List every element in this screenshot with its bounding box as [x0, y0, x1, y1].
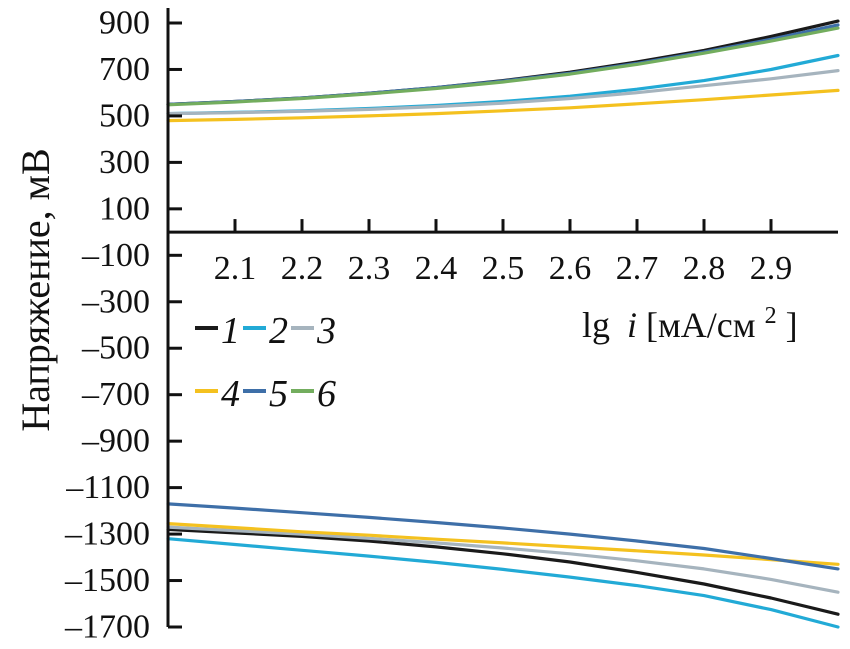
x-axis-label-sup: 2 — [765, 303, 777, 329]
x-axis-label-close: ] — [786, 305, 798, 345]
series-6-anodic-line — [166, 26, 840, 107]
series-5-cathodic-line — [166, 502, 840, 571]
y-tick-label: –1500 — [64, 562, 150, 599]
series-2-anodic-line — [166, 53, 840, 116]
axes-layer — [166, 8, 838, 629]
x-tick-label: 2.5 — [482, 250, 525, 287]
y-tick-label: 100 — [99, 190, 150, 227]
series-4-anodic-line — [166, 88, 840, 123]
y-axis-label: Напряжение, мВ — [13, 148, 58, 431]
series-1-anodic-line — [166, 19, 840, 106]
series-2-cathodic-line — [166, 537, 840, 629]
y-tick-label: –1300 — [64, 516, 150, 553]
x-tick-label: 2.1 — [214, 250, 257, 287]
y-tick-label: 300 — [99, 144, 150, 181]
x-tick-label: 2.7 — [616, 250, 659, 287]
series-3-anodic-line — [166, 69, 840, 116]
y-tick-labels: 900 700 500 300 100 –100 –300 –500 –700 –900 –1100… — [64, 5, 150, 646]
y-tick-label: –300 — [81, 283, 150, 320]
curves-layer — [166, 19, 840, 629]
x-tick-label: 2.9 — [750, 250, 793, 287]
x-tick-labels: 2.1 2.2 2.3 2.4 2.5 2.6 2.7 2.8 2.9 — [214, 250, 793, 287]
y-tick-label: 700 — [99, 51, 150, 88]
x-tick-label: 2.3 — [348, 250, 391, 287]
y-tick-label: –1100 — [65, 469, 150, 506]
x-tick-label: 2.2 — [281, 250, 324, 287]
legend-label-3: 3 — [316, 310, 336, 352]
x-tick-label: 2.6 — [549, 250, 592, 287]
x-tick-label: 2.8 — [683, 250, 726, 287]
y-tick-label: 500 — [99, 97, 150, 134]
y-tick-label: –1700 — [64, 609, 150, 646]
x-axis-label-prefix: lg — [582, 305, 610, 345]
series-4-cathodic-line — [166, 522, 840, 566]
series-3-cathodic-line — [166, 525, 840, 594]
legend-label-2: 2 — [269, 310, 288, 352]
x-tick-label: 2.4 — [415, 250, 458, 287]
legend-label-5: 5 — [269, 373, 288, 415]
x-axis-label-unit: [мА/см — [646, 305, 756, 345]
legend-label-4: 4 — [221, 373, 240, 415]
y-tick-label: –500 — [81, 330, 150, 367]
y-tick-label: –100 — [81, 237, 150, 274]
y-tick-label: –900 — [81, 423, 150, 460]
legend: 1 2 3 4 5 6 — [195, 310, 336, 415]
series-1-cathodic-line — [166, 527, 840, 616]
y-tick-label: 900 — [99, 5, 150, 42]
y-tick-label: –700 — [81, 376, 150, 413]
legend-label-1: 1 — [221, 310, 240, 352]
x-axis-label-var: i — [627, 305, 637, 345]
legend-label-6: 6 — [317, 373, 336, 415]
series-5-anodic-line — [166, 23, 840, 106]
x-axis-label: lg i [мА/см 2 ] — [582, 291, 798, 345]
